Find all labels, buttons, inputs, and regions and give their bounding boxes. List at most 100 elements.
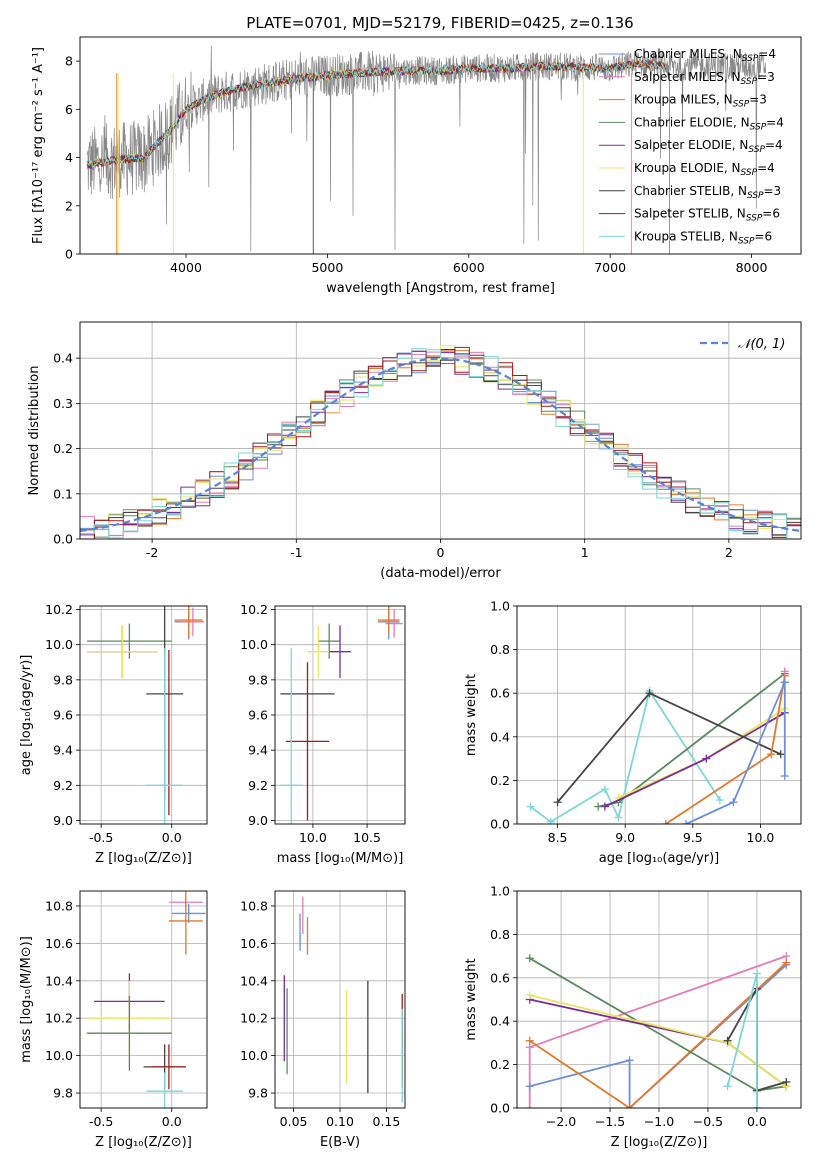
y-axis-label: mass weight <box>464 958 479 1040</box>
legend-name: Chabrier STELIB, N <box>634 184 747 198</box>
x-tick-label: −2.0 <box>546 1114 576 1129</box>
y-tick-label: 0.8 <box>490 927 510 942</box>
x-tick-label: 0.0 <box>162 1114 182 1129</box>
y-tick-label: 9.0 <box>248 813 268 828</box>
legend-name: Salpeter STELIB, N <box>634 207 746 221</box>
legend-count: =6 <box>762 207 780 221</box>
model-line-5 <box>86 60 667 169</box>
legend-entry-2: Kroupa MILES, NSSP=3 <box>634 93 767 110</box>
weight-line-4 <box>556 692 782 803</box>
figure-title: PLATE=0701, MJD=52179, FIBERID=0425, z=0… <box>246 14 633 32</box>
y-tick-label: 9.8 <box>248 1086 268 1101</box>
legend-count: =4 <box>757 161 775 175</box>
legend-subscript: SSP <box>741 168 758 178</box>
x-tick-label: 0.0 <box>162 830 182 845</box>
x-tick-label: 0 <box>437 545 445 560</box>
legend-name: Kroupa MILES, N <box>634 93 733 107</box>
x-tick-label: 0.10 <box>326 1114 354 1129</box>
axes-frame <box>79 36 802 255</box>
axes-frame <box>274 890 406 1109</box>
axes-mass_vs_Z: -0.5 0.0 9.8 10.0 10.2 10.4 10.6 10.8 Z [log₁₀(Z… <box>19 890 208 1150</box>
y-tick-label: 0.6 <box>490 970 510 985</box>
x-tick-label: 9.5 <box>683 830 703 845</box>
legend-count: =3 <box>757 70 775 84</box>
normal-reference-curve <box>80 357 801 533</box>
y-tick-label: 10.2 <box>240 602 268 617</box>
plot-area <box>87 606 205 824</box>
y-axis-label: Flux [fλ10⁻¹⁷ erg cm⁻² s⁻¹ A⁻¹] <box>31 47 46 244</box>
y-tick-label: 10.6 <box>240 936 268 951</box>
y-tick-label: 0.2 <box>490 773 510 788</box>
y-tick-label: 8 <box>65 54 73 69</box>
plot-area <box>80 345 801 539</box>
legend-subscript: SSP <box>748 145 765 155</box>
y-tick-label: 9.8 <box>248 672 268 687</box>
axes-frame <box>516 605 802 825</box>
model-line-7 <box>86 59 667 169</box>
x-axis-label: Z [log₁₀(Z/Z⊙)] <box>95 851 192 866</box>
legend-name: Kroupa STELIB, N <box>634 229 738 243</box>
axes-residuals: -2 -1 0 1 2 0.0 0.1 0.2 0.3 0.4 (data-model)/error… <box>27 321 802 581</box>
y-tick-label: 10.2 <box>45 602 73 617</box>
y-tick-label: 10.6 <box>45 936 73 951</box>
y-tick-label: 10.4 <box>240 973 268 988</box>
weight-line-2 <box>618 707 786 799</box>
axes-frame <box>516 890 802 1109</box>
legend-entry-3: Chabrier ELODIE, NSSP=4 <box>634 115 784 132</box>
plots-layer: 4000 5000 6000 7000 8000 0 2 4 6 8 wavelength [Ang… <box>19 36 802 1150</box>
x-tick-label: 7000 <box>594 260 626 275</box>
y-tick-label: 0.8 <box>490 642 510 657</box>
x-tick-label: −1.0 <box>644 1114 674 1129</box>
legend-subscript: SSP <box>742 54 759 64</box>
y-tick-label: 10.0 <box>45 1048 73 1063</box>
x-tick-label: 6000 <box>453 260 485 275</box>
axes-mass_vs_ebv: 0.05 0.10 0.15 9.8 10.0 10.2 10.4 10.6 10.8 E(B-V… <box>240 890 406 1150</box>
x-tick-label: 5000 <box>311 260 343 275</box>
weight-line-1 <box>529 964 787 1108</box>
x-tick-label: 8.5 <box>548 830 568 845</box>
axes-age_vs_mass: 10.0 10.5 9.0 9.2 9.4 9.6 9.8 10.0 10.2 mass [log… <box>240 602 406 866</box>
x-tick-label: -1 <box>290 545 302 560</box>
x-axis-label: wavelength [Angstrom, rest frame] <box>326 281 555 296</box>
axes-frame <box>79 890 208 1109</box>
plot-area <box>526 667 789 824</box>
legend-entry-0: Chabrier MILES, NSSP=4 <box>634 47 776 64</box>
x-tick-label: 10.5 <box>353 830 381 845</box>
y-tick-label: 10.8 <box>240 898 268 913</box>
legend-name: Salpeter ELODIE, N <box>634 138 748 152</box>
y-tick-label: 0.4 <box>490 1014 510 1029</box>
legend-count: =4 <box>766 115 784 129</box>
y-tick-label: 9.8 <box>53 672 73 687</box>
axes-mw_vs_age: 8.5 9.0 9.5 10.0 0.0 0.2 0.4 0.6 0.8 1.0 age [log₁… <box>464 599 802 866</box>
x-tick-label: 0.05 <box>280 1114 308 1129</box>
y-tick-label: 0.6 <box>490 686 510 701</box>
x-tick-label: 9.0 <box>615 830 635 845</box>
y-tick-label: 4 <box>65 150 73 165</box>
x-tick-label: 2 <box>725 545 733 560</box>
model-line-8 <box>86 58 667 169</box>
weight-line-4 <box>529 998 787 1088</box>
legend-name: Kroupa ELODIE, N <box>634 161 741 175</box>
x-axis-label: Z [log₁₀(Z/Z⊙)] <box>95 1135 192 1150</box>
axes-age_vs_Z: -0.5 0.0 9.0 9.2 9.4 9.6 9.8 10.0 10.2 Z [log₁₀(Z… <box>19 602 208 866</box>
x-tick-label: 10.0 <box>747 830 775 845</box>
plot-area <box>280 606 403 824</box>
x-tick-label: −0.5 <box>693 1114 723 1129</box>
y-tick-label: 0.1 <box>53 486 73 501</box>
legend-entry-7: Salpeter STELIB, NSSP=6 <box>634 207 780 224</box>
y-tick-label: 10.2 <box>45 1011 73 1026</box>
y-tick-label: 0 <box>65 247 73 262</box>
y-tick-label: 1.0 <box>490 884 510 899</box>
y-tick-label: 9.8 <box>53 1086 73 1101</box>
y-tick-label: 0.0 <box>490 817 510 832</box>
legend-entry-5: Kroupa ELODIE, NSSP=4 <box>634 161 775 178</box>
x-tick-label: 0.0 <box>747 1114 767 1129</box>
y-tick-label: 9.2 <box>248 778 268 793</box>
y-tick-label: 0.4 <box>53 351 73 366</box>
x-tick-label: 10.0 <box>299 830 327 845</box>
legend-subscript: SSP <box>733 100 750 110</box>
legend-entry-6: Chabrier STELIB, NSSP=3 <box>634 184 781 201</box>
y-tick-label: 1.0 <box>490 599 510 614</box>
x-tick-label: -2 <box>146 545 158 560</box>
